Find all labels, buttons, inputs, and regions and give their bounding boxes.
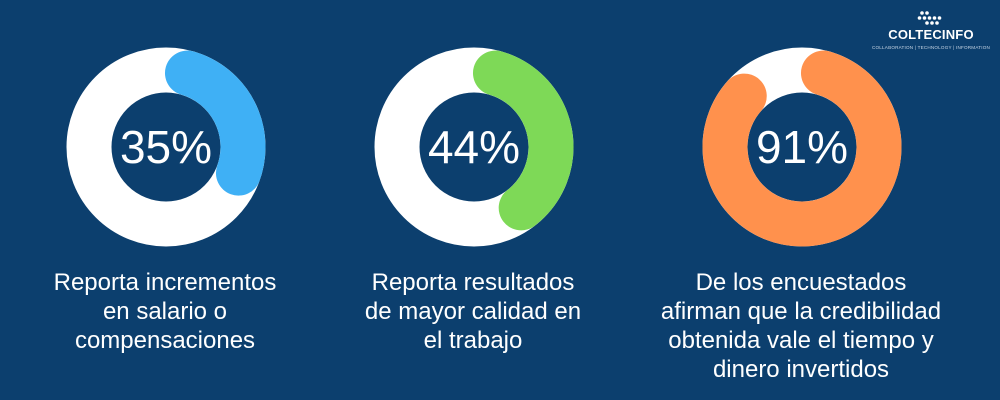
caption-line: de mayor calidad en <box>364 298 582 325</box>
donut-value-label: 91% <box>756 121 848 173</box>
logo-name: COLTECINFO <box>888 27 974 42</box>
stat-caption: De los encuestados afirman que la credib… <box>636 268 966 384</box>
caption-line: obtenida vale el tiempo y <box>668 327 934 354</box>
stat-caption: Reporta incrementos en salario o compens… <box>0 268 330 355</box>
donut-chart-2: 44% <box>374 47 574 247</box>
stat-panel-3: 91% De los encuestados afirman que la cr… <box>636 0 966 400</box>
caption-line: De los encuestados <box>695 269 907 296</box>
caption-line: afirman que la credibilidad <box>660 298 942 325</box>
caption-line: Reporta incrementos <box>53 269 277 296</box>
caption-line: en salario o <box>102 298 228 325</box>
logo-tagline: COLLABORATION | TECHNOLOGY | INFORMATION <box>872 45 991 50</box>
donut-value-label: 44% <box>428 121 520 173</box>
donut-arc <box>164 50 266 196</box>
caption-line: el trabajo <box>423 327 523 354</box>
donut-chart-1: 35% <box>66 47 266 247</box>
stat-caption: Reporta resultados de mayor calidad en e… <box>308 268 638 355</box>
caption-line: compensaciones <box>74 327 256 354</box>
donut-chart-3: 91% <box>702 47 902 247</box>
caption-line: dinero invertidos <box>712 356 890 383</box>
stat-panel-2: 44% Reporta resultados de mayor calidad … <box>308 0 638 400</box>
brand-logo: COLTECINFO COLLABORATION | TECHNOLOGY | … <box>872 10 990 60</box>
donut-arc <box>472 50 574 231</box>
caption-line: Reporta resultados <box>371 269 575 296</box>
donut-arc <box>702 50 902 247</box>
dots-cluster-icon <box>917 11 942 25</box>
stat-panel-1: 35% Reporta incrementos en salario o com… <box>0 0 330 400</box>
donut-value-label: 35% <box>120 121 212 173</box>
